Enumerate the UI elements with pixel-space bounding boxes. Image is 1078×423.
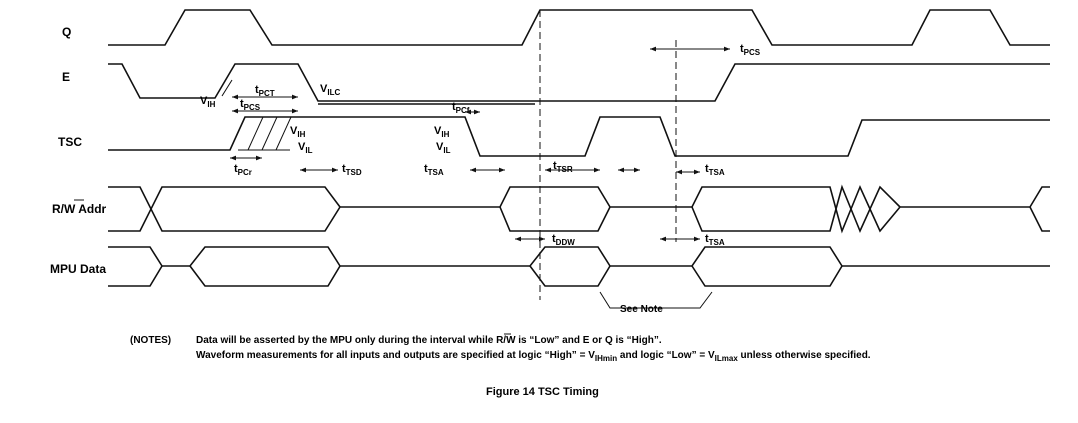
signal-label-rw-addr: R/W Addr (52, 202, 107, 216)
label-tpcs-right: t (740, 43, 744, 55)
label-tpcr: t (234, 163, 238, 175)
label-tddw: t (552, 233, 556, 245)
label-ttsr: t (553, 160, 557, 172)
svg-text:VIH: VIH (200, 95, 216, 109)
waveform-mpu-data (108, 246, 1050, 267)
label-vih-tsc1: V (290, 125, 298, 137)
svg-text:tTSD: tTSD (342, 163, 362, 177)
label-tpct: t (255, 84, 259, 96)
see-note-label: See Note (620, 304, 663, 315)
svg-text:VIL: VIL (298, 141, 313, 155)
label-ttsd: t (342, 163, 346, 175)
label-ttsa-1: t (424, 163, 428, 175)
label-vil-tsc1: V (298, 141, 306, 153)
waveform-mpu-data-low (108, 265, 843, 287)
signal-label-q: Q (62, 25, 71, 39)
svg-text:tTSA: tTSA (705, 233, 725, 247)
label-tpcf: t (452, 101, 456, 113)
svg-text:tTSA: tTSA (705, 163, 725, 177)
notes-line-1: Data will be asserted by the MPU only du… (196, 335, 662, 346)
svg-text:tTSR: tTSR (553, 160, 573, 174)
svg-text:VIL: VIL (436, 141, 451, 155)
waveform-e (108, 63, 1050, 102)
tsc-hatch (238, 116, 292, 151)
signal-label-tsc: TSC (58, 135, 82, 149)
label-vilc: V (320, 83, 328, 95)
svg-text:tPCf: tPCf (452, 101, 470, 115)
timing-annotations: VIH tPCT tPCS VILC VIH VIL tPCr tTSD tPC… (200, 43, 761, 315)
notes-block: (NOTES) Data will be asserted by the MPU… (130, 333, 871, 363)
signal-label-mpu-data: MPU Data (50, 262, 106, 276)
svg-text:tTSA: tTSA (424, 163, 444, 177)
notes-line-2: Waveform measurements for all inputs and… (196, 350, 871, 363)
waveform-rw-addr (108, 184, 1050, 234)
label-vih-tsc2: V (434, 125, 442, 137)
signal-label-e: E (62, 70, 70, 84)
label-ttsa-3: t (705, 233, 709, 245)
label-ttsa-2: t (705, 163, 709, 175)
svg-text:VILC: VILC (320, 83, 340, 97)
waveform-tsc (108, 116, 1050, 157)
waveform-q (108, 9, 1050, 46)
svg-text:tDDW: tDDW (552, 233, 575, 247)
notes-label: (NOTES) (130, 335, 171, 346)
svg-text:tPCr: tPCr (234, 163, 252, 177)
figure-caption: Figure 14 TSC Timing (486, 386, 599, 398)
svg-text:tPCS: tPCS (740, 43, 761, 57)
label-vih-e: V (200, 95, 208, 107)
label-vil-tsc2: V (436, 141, 444, 153)
svg-text:VIH: VIH (434, 125, 450, 139)
waveform-rw-addr-low (108, 184, 1050, 234)
svg-text:VIH: VIH (290, 125, 306, 139)
label-tpcs-left: t (240, 98, 244, 110)
svg-text:tPCT: tPCT (255, 84, 275, 98)
svg-text:tPCS: tPCS (240, 98, 261, 112)
